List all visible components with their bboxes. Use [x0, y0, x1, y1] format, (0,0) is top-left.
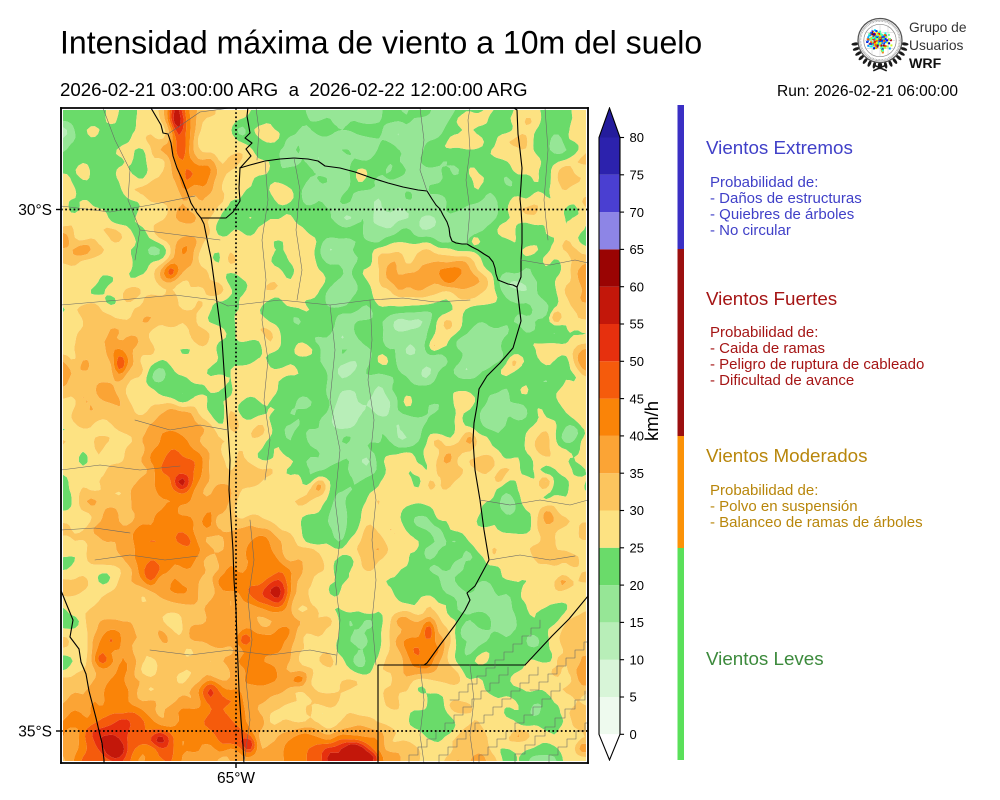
svg-text:5: 5 [630, 690, 637, 705]
svg-text:2026-02-21 03:00:00 ARG a 20: 2026-02-21 03:00:00 ARG a 2026-02-22 12:… [60, 79, 528, 100]
svg-text:30°S: 30°S [18, 202, 52, 219]
svg-text:Probabilidad de:: Probabilidad de: [710, 174, 818, 191]
svg-text:35: 35 [630, 466, 644, 481]
svg-text:- No circular: - No circular [710, 222, 791, 239]
svg-text:60: 60 [630, 279, 644, 294]
svg-text:10: 10 [630, 652, 644, 667]
svg-text:- Dificultad de avance: - Dificultad de avance [710, 372, 854, 389]
svg-text:Vientos Fuertes: Vientos Fuertes [706, 288, 837, 309]
svg-text:- Quiebres de árboles: - Quiebres de árboles [710, 206, 854, 223]
svg-text:70: 70 [630, 205, 644, 220]
svg-text:- Polvo en suspensión: - Polvo en suspensión [710, 498, 858, 515]
svg-text:65: 65 [630, 242, 644, 257]
svg-text:Vientos Extremos: Vientos Extremos [706, 137, 853, 158]
svg-text:Vientos Leves: Vientos Leves [706, 648, 824, 669]
svg-text:55: 55 [630, 317, 644, 332]
svg-text:50: 50 [630, 354, 644, 369]
svg-text:km/h: km/h [641, 401, 662, 441]
svg-text:- Caida de ramas: - Caida de ramas [710, 340, 825, 357]
svg-text:Grupo de: Grupo de [909, 20, 967, 35]
svg-text:- Daños de estructuras: - Daños de estructuras [710, 190, 862, 207]
svg-text:40: 40 [630, 429, 644, 444]
svg-text:80: 80 [630, 130, 644, 145]
svg-text:75: 75 [630, 168, 644, 183]
svg-text:Run: 2026-02-21 06:00:00: Run: 2026-02-21 06:00:00 [777, 83, 958, 100]
svg-text:- Balanceo de ramas de árboles: - Balanceo de ramas de árboles [710, 514, 923, 531]
svg-text:65°W: 65°W [217, 770, 255, 787]
svg-text:20: 20 [630, 578, 644, 593]
svg-text:Probabilidad de:: Probabilidad de: [710, 482, 818, 499]
svg-text:0: 0 [630, 727, 637, 742]
svg-text:Intensidad máxima de viento a: Intensidad máxima de viento a 10m del su… [60, 25, 702, 61]
svg-text:45: 45 [630, 391, 644, 406]
svg-text:Usuarios: Usuarios [909, 38, 964, 53]
svg-text:15: 15 [630, 615, 644, 630]
svg-text:25: 25 [630, 541, 644, 556]
svg-text:WRF: WRF [909, 56, 942, 72]
svg-text:35°S: 35°S [18, 724, 52, 741]
svg-text:30: 30 [630, 503, 644, 518]
svg-text:Probabilidad de:: Probabilidad de: [710, 324, 818, 341]
svg-text:- Peligro de ruptura de cablea: - Peligro de ruptura de cableado [710, 356, 924, 373]
svg-text:Vientos Moderados: Vientos Moderados [706, 445, 867, 466]
